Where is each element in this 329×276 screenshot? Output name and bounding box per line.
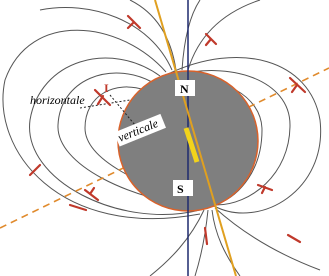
field-line (188, 0, 260, 70)
field-line (182, 0, 200, 70)
horizontal-label: horizontale (30, 93, 85, 107)
inclination-label: I (104, 81, 109, 95)
south-label: S (177, 182, 184, 196)
arrow (205, 228, 207, 244)
arrow (85, 188, 98, 200)
magnetic-field-diagram: N S horizontale I verticale (0, 0, 329, 276)
arrow (70, 205, 86, 210)
arrow (206, 34, 216, 45)
field-line (150, 210, 204, 276)
north-label: N (180, 82, 189, 96)
arrow (288, 235, 300, 242)
